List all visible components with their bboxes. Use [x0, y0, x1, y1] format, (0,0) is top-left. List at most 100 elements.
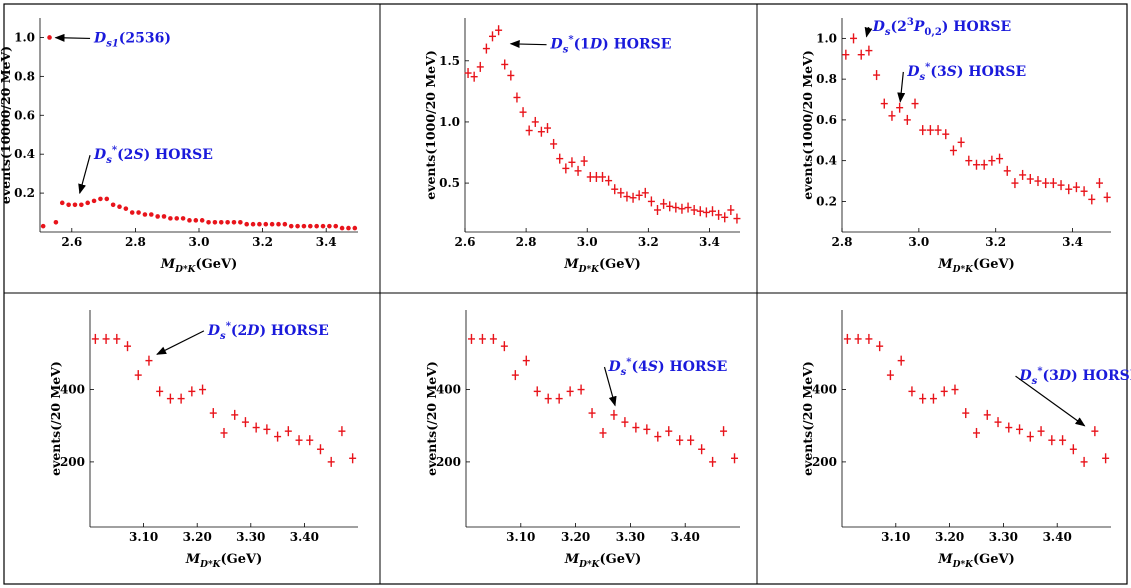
annotation-text-part: s — [106, 155, 112, 166]
data-point — [338, 426, 346, 437]
x-tick-label: 3.2 — [252, 235, 273, 249]
data-point — [513, 92, 521, 103]
data-point — [489, 333, 497, 344]
data-point — [727, 204, 735, 215]
data-point — [333, 223, 339, 229]
x-axis-label: MD*K(GeV) — [937, 552, 1015, 570]
y-tick-label: 0.2 — [14, 186, 35, 200]
data-point — [145, 355, 153, 366]
data-point — [926, 125, 934, 136]
data-point — [720, 426, 728, 437]
data-point — [1049, 178, 1057, 189]
data-point — [507, 70, 515, 81]
data-point — [942, 129, 950, 140]
data-point — [166, 393, 174, 404]
annotation-text-part: (3 — [1043, 368, 1059, 384]
data-point — [180, 216, 186, 221]
data-point — [1088, 194, 1096, 205]
annotation-label: Ds*(4S) HORSE — [607, 357, 727, 378]
x-axis-label: MD*K(GeV) — [563, 257, 641, 275]
annotation-label: Ds*(3D) HORSE — [1019, 366, 1131, 387]
data-point — [876, 341, 884, 352]
data-point — [605, 175, 613, 186]
data-point — [161, 214, 167, 219]
annotation-arrow — [603, 366, 617, 407]
data-point — [886, 370, 894, 381]
annotation-text-part: D — [872, 19, 886, 35]
chart-panel-3: 2.8 3.0 3.2 3.4 0.2 0.4 0.6 0.8 1.0events(1000/2… — [800, 17, 1111, 275]
data-point — [511, 370, 519, 381]
data-point — [647, 196, 655, 207]
y-tick-label: 400 — [812, 383, 837, 397]
data-point — [929, 393, 937, 404]
x-axis-label-unit: (GeV) — [973, 257, 1015, 272]
data-point — [352, 225, 358, 231]
data-point — [85, 200, 90, 206]
data-point — [522, 355, 530, 366]
annotation-text-part: s — [563, 45, 569, 56]
data-point — [1065, 184, 1073, 195]
annotation-text-part: (2536) — [119, 30, 171, 46]
data-point — [209, 408, 217, 419]
annotation-text-part: ) HORSE — [957, 64, 1026, 80]
data-point — [574, 165, 582, 176]
y-tick-label: 1.0 — [816, 31, 837, 45]
x-tick-label: 3.4 — [699, 235, 720, 249]
data-point — [949, 145, 957, 156]
data-point — [320, 223, 326, 229]
x-axis-label-symbol: M — [937, 552, 953, 567]
data-point — [973, 159, 980, 170]
x-axis-label-unit: (GeV) — [599, 552, 641, 567]
annotation-label: Ds(23P0,2) HORSE — [872, 17, 1011, 38]
data-point — [218, 219, 224, 225]
annotation-text-part: s — [919, 72, 925, 83]
data-point — [654, 431, 662, 442]
data-point — [635, 190, 643, 201]
y-axis-label: events(/20 MeV) — [48, 361, 63, 476]
data-point — [1072, 182, 1080, 193]
data-point — [623, 191, 631, 202]
data-point — [857, 49, 865, 60]
y-tick-label: 0.6 — [816, 113, 837, 127]
data-point — [919, 393, 927, 404]
annotation-text-part: * — [568, 35, 574, 46]
data-point — [1091, 426, 1099, 437]
x-axis-label-subscript: D*K — [952, 265, 975, 275]
data-point — [327, 456, 335, 467]
annotation-text-part: D — [1058, 368, 1072, 384]
data-point — [654, 204, 661, 215]
data-point — [301, 223, 307, 229]
data-point — [40, 223, 46, 229]
data-point — [617, 187, 625, 198]
y-tick-label: 1.0 — [14, 30, 35, 44]
annotation-text-part: s — [621, 367, 627, 378]
data-point — [919, 125, 927, 136]
x-tick-label: 3.40 — [671, 530, 700, 544]
annotation-text-part: 3 — [907, 17, 914, 28]
data-point — [865, 45, 873, 56]
data-point — [665, 426, 673, 437]
y-tick-label: 400 — [60, 383, 85, 397]
data-point — [911, 98, 919, 109]
data-point — [250, 221, 256, 227]
data-point — [98, 196, 103, 202]
x-tick-label: 3.4 — [1062, 235, 1083, 249]
data-point — [577, 384, 585, 395]
annotation-text-part: (1 — [574, 37, 590, 53]
data-point — [988, 155, 996, 166]
data-point — [525, 125, 533, 136]
data-point — [672, 202, 680, 213]
x-tick-label: 2.6 — [455, 235, 476, 249]
x-tick-label: 2.8 — [832, 235, 853, 249]
data-point — [531, 116, 539, 127]
data-point — [1048, 435, 1056, 446]
y-tick-label: 200 — [60, 455, 85, 469]
data-point — [1037, 426, 1045, 437]
data-point — [580, 156, 588, 167]
data-point — [537, 126, 545, 137]
data-point — [721, 212, 729, 223]
data-point — [731, 453, 739, 464]
x-tick-label: 2.6 — [61, 235, 82, 249]
